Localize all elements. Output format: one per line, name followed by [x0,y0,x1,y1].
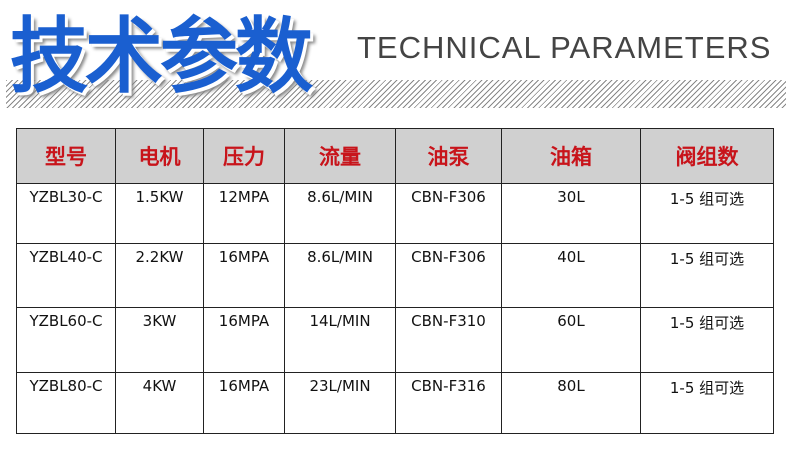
table-cell: YZBL60-C [16,307,116,373]
table-cell: 1-5 组可选 [640,243,774,308]
table-cell: 16MPA [203,243,285,308]
table-row: YZBL40-C 2.2KW 16MPA 8.6L/MIN CBN-F306 40L 1-5… [16,243,774,308]
table-cell: 30L [501,183,641,244]
column-header: 电机 [115,128,204,184]
table-cell: 40L [501,243,641,308]
table-cell: YZBL80-C [16,372,116,434]
column-header: 压力 [203,128,285,184]
column-header: 油泵 [395,128,502,184]
table-cell: CBN-F306 [395,243,502,308]
table-row: YZBL80-C 4KW 16MPA 23L/MIN CBN-F316 80L 1-5 组可… [16,372,774,434]
table-cell: YZBL40-C [16,243,116,308]
table-cell: 14L/MIN [284,307,396,373]
column-header: 流量 [284,128,396,184]
table-cell: CBN-F306 [395,183,502,244]
parameters-table: 型号 电机 压力 流量 油泵 油箱 阀组数 YZBL30-C 1.5KW 12MPA 8.6L/M… [16,128,774,434]
table-cell: YZBL30-C [16,183,116,244]
table-cell: 8.6L/MIN [284,243,396,308]
table-cell: 2.2KW [115,243,204,308]
page-title-en: TECHNICAL PARAMETERS [357,30,776,66]
table-cell: 1-5 组可选 [640,372,774,434]
table-cell: 1-5 组可选 [640,307,774,373]
table-cell: 80L [501,372,641,434]
decorative-hatch-band [6,80,786,108]
table-cell: 23L/MIN [284,372,396,434]
table-cell: CBN-F310 [395,307,502,373]
table-cell: 8.6L/MIN [284,183,396,244]
column-header: 阀组数 [640,128,774,184]
table-cell: 1-5 组可选 [640,183,774,244]
page-title-cn: 技术参数 [10,9,313,105]
table-row: YZBL60-C 3KW 16MPA 14L/MIN CBN-F310 60L 1-5 组可… [16,307,774,373]
table-cell: 16MPA [203,372,285,434]
column-header: 油箱 [501,128,641,184]
table-cell: 12MPA [203,183,285,244]
table-cell: 16MPA [203,307,285,373]
table-header-row: 型号 电机 压力 流量 油泵 油箱 阀组数 [16,128,774,184]
table-cell: 1.5KW [115,183,204,244]
table-row: YZBL30-C 1.5KW 12MPA 8.6L/MIN CBN-F306 30L 1-5… [16,183,774,244]
table-cell: 60L [501,307,641,373]
table-cell: 3KW [115,307,204,373]
table-cell: 4KW [115,372,204,434]
column-header: 型号 [16,128,116,184]
table-cell: CBN-F316 [395,372,502,434]
